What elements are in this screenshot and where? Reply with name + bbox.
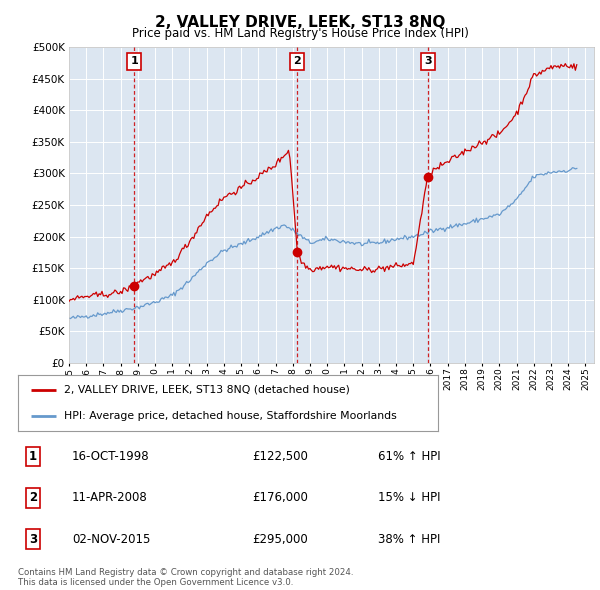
Text: 3: 3 [29,533,37,546]
Text: £122,500: £122,500 [252,450,308,463]
Text: 15% ↓ HPI: 15% ↓ HPI [378,491,440,504]
Text: 02-NOV-2015: 02-NOV-2015 [72,533,151,546]
Text: 38% ↑ HPI: 38% ↑ HPI [378,533,440,546]
Text: 2, VALLEY DRIVE, LEEK, ST13 8NQ: 2, VALLEY DRIVE, LEEK, ST13 8NQ [155,15,445,30]
Text: HPI: Average price, detached house, Staffordshire Moorlands: HPI: Average price, detached house, Staf… [64,411,397,421]
Text: 61% ↑ HPI: 61% ↑ HPI [378,450,440,463]
Text: Contains HM Land Registry data © Crown copyright and database right 2024.
This d: Contains HM Land Registry data © Crown c… [18,568,353,587]
Text: 16-OCT-1998: 16-OCT-1998 [72,450,149,463]
Text: £176,000: £176,000 [252,491,308,504]
Text: £295,000: £295,000 [252,533,308,546]
Text: 1: 1 [130,57,138,67]
Text: 11-APR-2008: 11-APR-2008 [72,491,148,504]
Text: 1: 1 [29,450,37,463]
Text: Price paid vs. HM Land Registry's House Price Index (HPI): Price paid vs. HM Land Registry's House … [131,27,469,40]
Text: 2, VALLEY DRIVE, LEEK, ST13 8NQ (detached house): 2, VALLEY DRIVE, LEEK, ST13 8NQ (detache… [64,385,350,395]
Text: 2: 2 [293,57,301,67]
Text: 2: 2 [29,491,37,504]
Text: 3: 3 [424,57,431,67]
